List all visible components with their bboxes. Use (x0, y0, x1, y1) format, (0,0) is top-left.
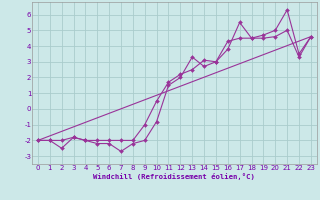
X-axis label: Windchill (Refroidissement éolien,°C): Windchill (Refroidissement éolien,°C) (93, 173, 255, 180)
